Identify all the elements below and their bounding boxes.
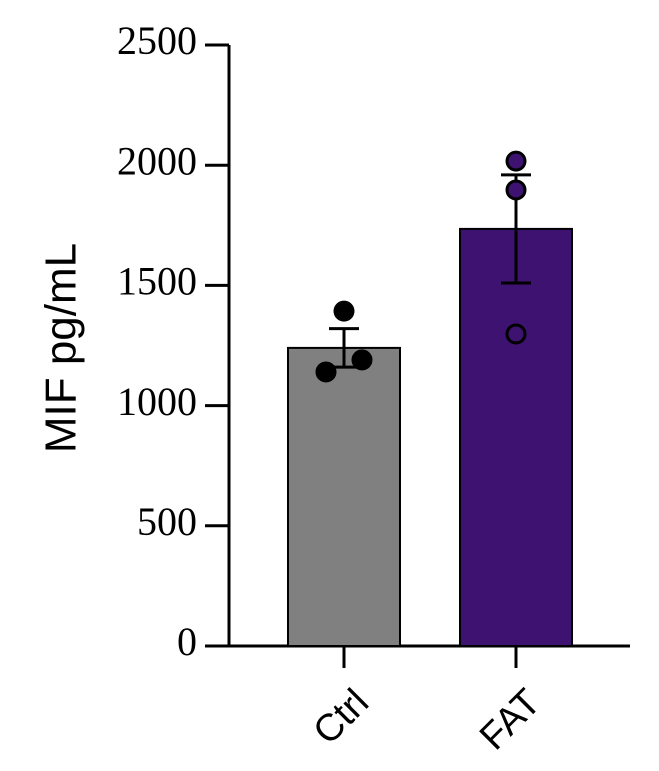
y-tick-label: 500 [137, 499, 197, 544]
y-axis-label: MIF pg/mL [37, 243, 86, 453]
y-tick-label: 2500 [117, 18, 197, 63]
bar [459, 227, 573, 647]
data-point [351, 349, 373, 371]
data-point [333, 300, 355, 322]
data-point [505, 179, 527, 201]
data-point [505, 150, 527, 172]
data-point [315, 361, 337, 383]
y-tick-label: 1500 [117, 259, 197, 304]
y-tick-label: 0 [177, 619, 197, 664]
bar [287, 346, 401, 647]
data-point [505, 323, 527, 345]
y-tick-label: 2000 [117, 138, 197, 183]
x-tick-label: FAT [472, 681, 549, 758]
x-tick-label: Ctrl [306, 681, 377, 752]
y-tick-label: 1000 [117, 379, 197, 424]
